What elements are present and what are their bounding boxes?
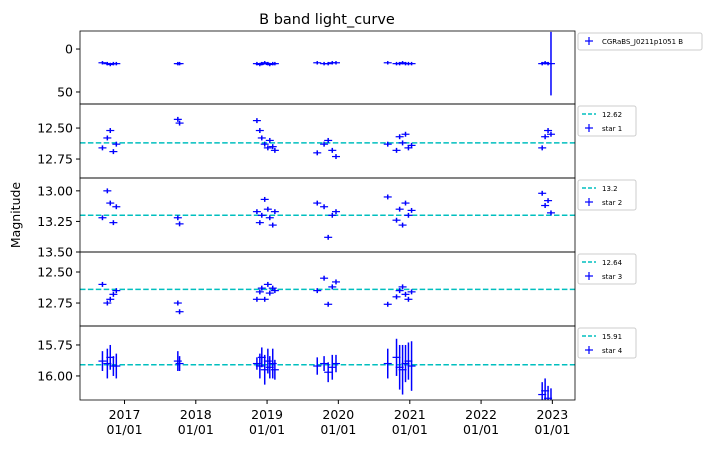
legend-label: star 1 xyxy=(602,125,622,133)
x-tick-label: 2019 01/01 xyxy=(249,407,285,437)
axes-frame xyxy=(79,30,576,105)
legend-box xyxy=(577,32,703,51)
x-tick-label: 2021 01/01 xyxy=(392,407,428,437)
chart-title: B band light_curve xyxy=(259,12,395,28)
axes-frame xyxy=(79,325,576,401)
y-tick-label: 50 xyxy=(57,84,73,99)
legend-label: star 4 xyxy=(602,347,623,355)
x-tick-label: 2017 01/01 xyxy=(107,407,143,437)
x-tick-label: 2023 01/01 xyxy=(534,407,570,437)
plot-area xyxy=(80,116,575,160)
y-tick-label: 13.00 xyxy=(37,183,73,198)
plot-area xyxy=(80,188,575,240)
y-axis-label: Magnitude xyxy=(8,182,23,249)
legend-label: 15.91 xyxy=(602,333,622,341)
legend-label: star 2 xyxy=(602,199,622,207)
y-tick-label: 13.50 xyxy=(37,245,73,260)
y-tick-label: 16.00 xyxy=(37,368,73,383)
y-tick-label: 12.50 xyxy=(37,264,73,279)
plot-area xyxy=(80,275,575,315)
plot-area xyxy=(80,338,575,400)
y-tick-label: 12.75 xyxy=(37,152,73,167)
y-tick-label: 12.75 xyxy=(37,296,73,311)
x-tick-label: 2018 01/01 xyxy=(178,407,214,437)
x-tick-label: 2020 01/01 xyxy=(320,407,356,437)
y-tick-label: 0 xyxy=(65,42,73,57)
y-tick-label: 13.25 xyxy=(37,214,73,229)
legend-label: 12.64 xyxy=(602,259,623,267)
y-tick-label: 12.50 xyxy=(37,121,73,136)
legend-label: star 3 xyxy=(602,273,622,281)
legend-label: 12.62 xyxy=(602,111,622,119)
legend-label: 13.2 xyxy=(602,185,618,193)
plot-area xyxy=(98,31,555,96)
legend-label: CGRaBS_J0211p1051 B xyxy=(602,38,683,46)
x-tick-label: 2022 01/01 xyxy=(463,407,499,437)
y-tick-label: 15.75 xyxy=(37,337,73,352)
